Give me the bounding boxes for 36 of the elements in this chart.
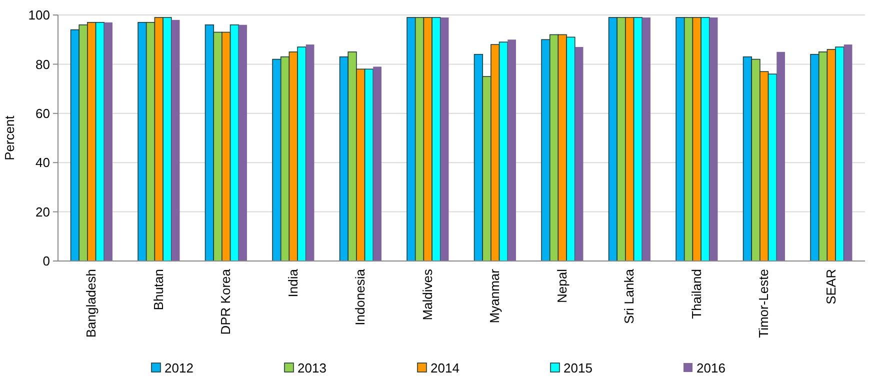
x-tick-label: Timor-Leste [756, 269, 772, 338]
bar [574, 46, 584, 261]
bar [776, 52, 785, 261]
bar [373, 66, 382, 261]
x-tick-label: India [285, 268, 300, 298]
x-tick-label: Maldives [420, 268, 435, 320]
bar [306, 44, 314, 261]
x-tick-label: SEAR [823, 269, 838, 304]
x-tick-label: Myanmar [487, 268, 502, 324]
legend-label: 2015 [564, 360, 592, 376]
legend-label: 2012 [164, 360, 194, 376]
x-tick-label: Thailand [688, 269, 704, 319]
bar [844, 44, 852, 261]
bar [508, 40, 516, 261]
y-tick-label: 60 [36, 106, 50, 121]
y-tick-label: 40 [36, 155, 50, 170]
x-tick-label: Sri Lanka [622, 268, 637, 324]
y-tick-label: 100 [28, 8, 50, 23]
legend-label: 2016 [696, 360, 726, 376]
bar [238, 24, 247, 261]
x-tick-label: Bangladesh [84, 269, 99, 338]
y-axis-title: Percent [2, 115, 17, 160]
bar [104, 22, 112, 261]
x-tick-label: Indonesia [352, 268, 368, 326]
x-tick-label: Nepal [554, 268, 570, 303]
y-tick-label: 80 [36, 56, 50, 72]
y-tick-label: 0 [42, 254, 50, 269]
x-tick-label: DPR Korea [218, 268, 234, 335]
legend-label: 2013 [298, 360, 326, 376]
bar [642, 17, 650, 261]
x-tick-label: Bhutan [150, 269, 166, 310]
y-tick-label: 20 [36, 204, 50, 220]
bar [440, 17, 449, 261]
bar [171, 20, 180, 261]
bar [709, 17, 718, 261]
legend-label: 2014 [430, 360, 460, 376]
